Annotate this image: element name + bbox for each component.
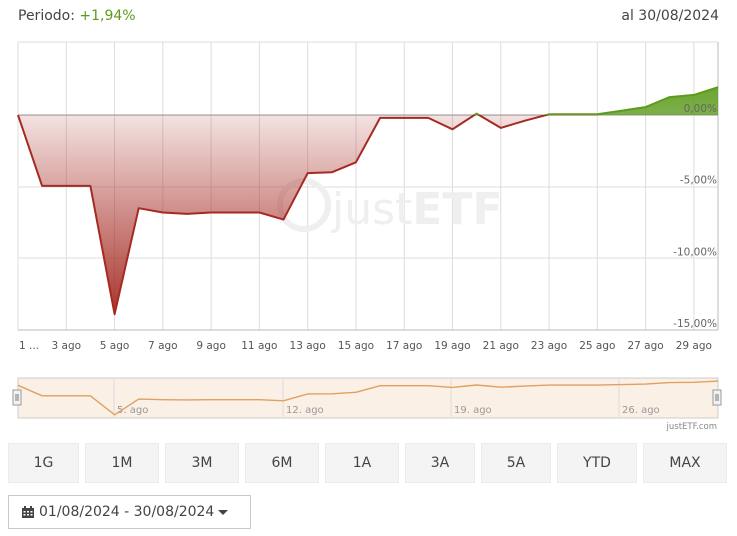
x-tick-label: 11 ago bbox=[241, 340, 277, 352]
date-range-picker[interactable]: 01/08/2024 - 30/08/2024 bbox=[8, 495, 251, 529]
svg-text:justETF: justETF bbox=[331, 184, 502, 235]
range-navigator[interactable]: 5. ago 12. ago 19. ago 26. ago justETF.com bbox=[12, 377, 722, 432]
range-button-group: 1G 1M 3M 6M 1A 3A 5A YTD MAX bbox=[8, 443, 727, 484]
navigator-date-label: 5. ago bbox=[117, 405, 148, 416]
x-tick-label: 13 ago bbox=[290, 340, 326, 352]
x-tick-label: 25 ago bbox=[579, 340, 615, 352]
calendar-icon bbox=[22, 506, 34, 518]
range-button-ytd[interactable]: YTD bbox=[557, 443, 637, 483]
x-tick-label: 21 ago bbox=[483, 340, 519, 352]
performance-chart[interactable]: justETF 0,00% -5,00% -10,00% -15,00% 1 ... 3… bbox=[0, 0, 737, 440]
range-button-1a[interactable]: 1A bbox=[325, 443, 399, 483]
y-axis-labels: 0,00% -5,00% -10,00% -15,00% bbox=[673, 103, 717, 330]
range-button-3m[interactable]: 3M bbox=[165, 443, 239, 483]
navigator-left-handle[interactable] bbox=[12, 389, 22, 406]
x-tick-label: 27 ago bbox=[627, 340, 663, 352]
y-tick-label: -10,00% bbox=[673, 246, 717, 258]
justetf-credit: justETF.com bbox=[666, 422, 717, 432]
x-tick-label: 5 ago bbox=[100, 340, 130, 352]
x-tick-label: 29 ago bbox=[676, 340, 712, 352]
range-button-max[interactable]: MAX bbox=[643, 443, 727, 483]
justetf-watermark: justETF bbox=[277, 178, 502, 235]
x-tick-label: 17 ago bbox=[386, 340, 422, 352]
range-button-1m[interactable]: 1M bbox=[85, 443, 159, 483]
x-tick-label: 3 ago bbox=[52, 340, 82, 352]
range-button-3a[interactable]: 3A bbox=[405, 443, 475, 483]
as-of-date: al 30/08/2024 bbox=[621, 8, 719, 24]
date-range-label: 01/08/2024 - 30/08/2024 bbox=[39, 504, 215, 520]
x-tick-label: 15 ago bbox=[338, 340, 374, 352]
x-tick-label: 7 ago bbox=[148, 340, 178, 352]
x-tick-label: 19 ago bbox=[434, 340, 470, 352]
navigator-date-label: 19. ago bbox=[454, 405, 492, 416]
caret-down-icon bbox=[218, 509, 229, 515]
navigator-date-label: 12. ago bbox=[286, 405, 324, 416]
x-tick-label: 1 ... bbox=[19, 340, 39, 352]
range-button-1g[interactable]: 1G bbox=[8, 443, 79, 483]
navigator-date-label: 26. ago bbox=[622, 405, 660, 416]
x-tick-label: 9 ago bbox=[196, 340, 226, 352]
period-performance: Periodo: +1,94% bbox=[18, 8, 136, 24]
chart-header: Periodo: +1,94% al 30/08/2024 bbox=[0, 0, 737, 36]
y-tick-label: -5,00% bbox=[680, 175, 717, 187]
period-label: Periodo: bbox=[18, 8, 75, 24]
x-tick-label: 23 ago bbox=[531, 340, 567, 352]
period-value: +1,94% bbox=[79, 8, 136, 24]
y-tick-label: -15,00% bbox=[673, 318, 717, 330]
y-tick-label: 0,00% bbox=[684, 103, 717, 115]
x-axis-labels: 1 ... 3 ago 5 ago 7 ago 9 ago 11 ago 13 ago 15 … bbox=[19, 340, 712, 352]
navigator-right-handle[interactable] bbox=[712, 389, 722, 406]
performance-series bbox=[17, 86, 719, 316]
range-button-5a[interactable]: 5A bbox=[481, 443, 551, 483]
range-button-6m[interactable]: 6M bbox=[245, 443, 319, 483]
